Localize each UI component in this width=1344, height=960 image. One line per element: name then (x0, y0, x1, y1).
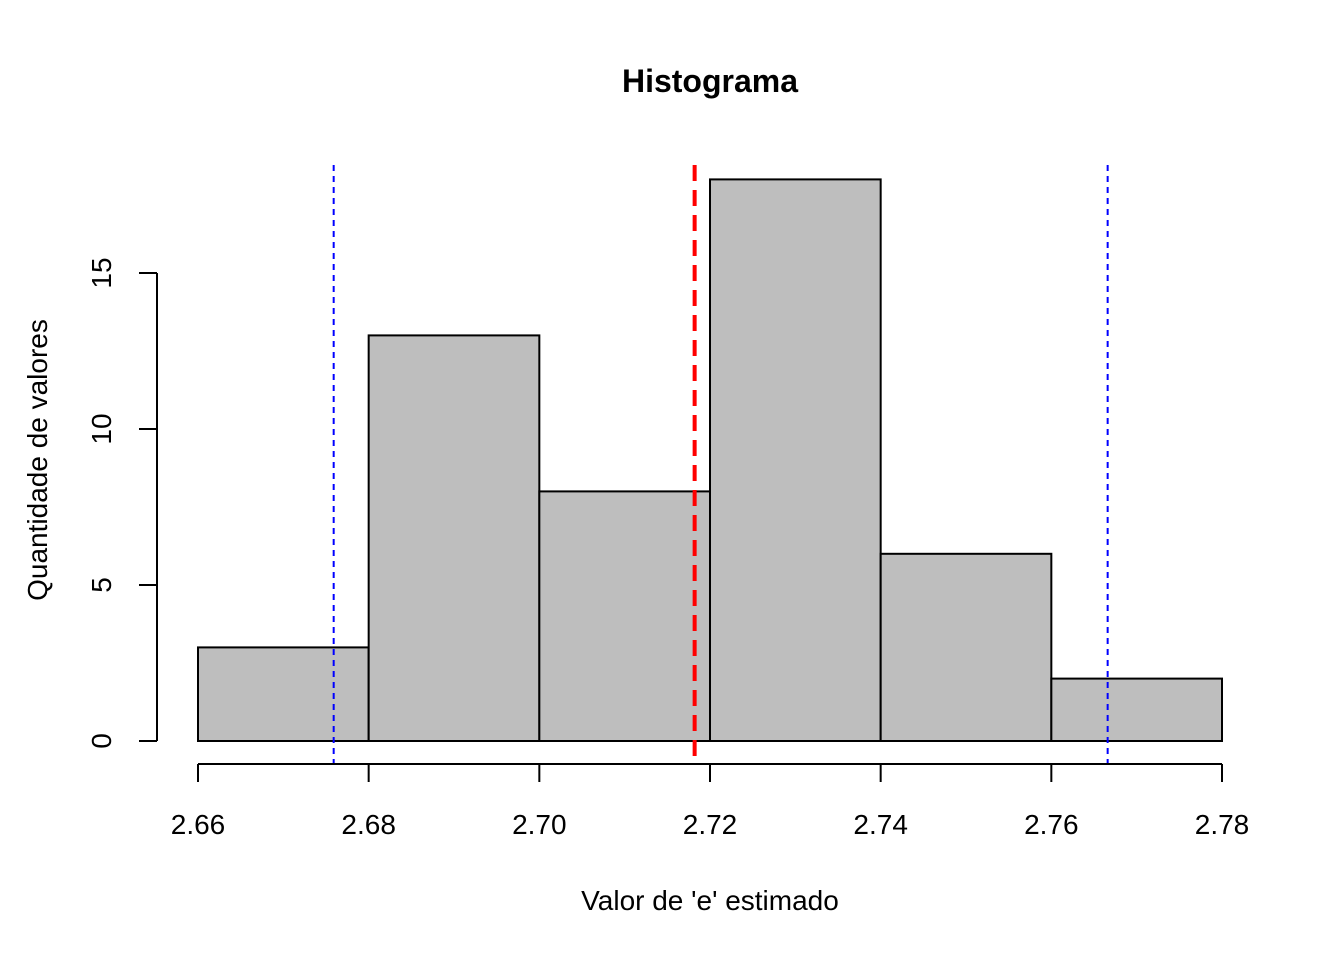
reference-lines-group (332, 165, 1109, 765)
x-tick-label: 2.76 (1024, 809, 1079, 840)
y-tick-label: 10 (86, 413, 117, 444)
x-axis-title: Valor de 'e' estimado (581, 885, 839, 916)
x-tick-label: 2.68 (341, 809, 396, 840)
y-axis: 0 5 10 15 (86, 257, 158, 749)
histogram-bar (879, 552, 1053, 742)
histogram-bar (1050, 677, 1224, 742)
x-tick-label: 2.78 (1195, 809, 1250, 840)
histogram-bar (367, 334, 541, 742)
chart-title: Histograma (622, 63, 798, 99)
x-tick-label: 2.70 (512, 809, 567, 840)
histogram-bar (709, 178, 882, 742)
histogram-bar (197, 646, 370, 743)
y-tick-label: 15 (86, 257, 117, 288)
x-tick-label: 2.74 (853, 809, 908, 840)
histogram-bar (538, 490, 711, 742)
x-tick-label: 2.66 (171, 809, 226, 840)
bars-group (197, 178, 1224, 743)
x-tick-label: 2.72 (683, 809, 738, 840)
y-axis-title: Quantidade de valores (22, 319, 53, 601)
y-tick-label: 0 (86, 733, 117, 749)
y-tick-label: 5 (86, 577, 117, 593)
x-axis: 2.66 2.68 2.70 2.72 2.74 2.76 2.78 (171, 763, 1250, 840)
